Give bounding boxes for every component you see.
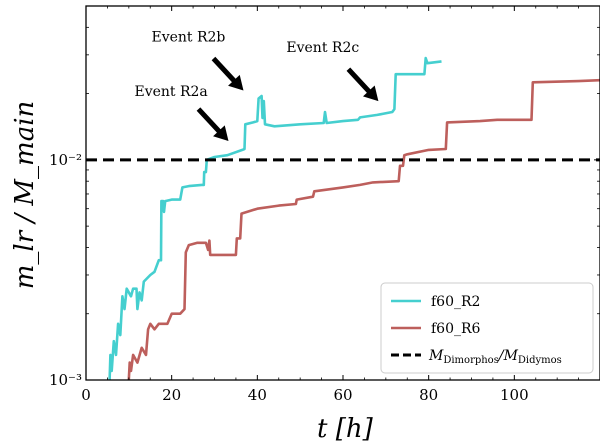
- x-tick-label: 40: [248, 386, 267, 404]
- x-tick-label: 60: [333, 386, 352, 404]
- svg-text:m_lr / M_main: m_lr / M_main: [10, 101, 40, 290]
- annotations: Event R2a Event R2b Event R2c: [134, 30, 379, 142]
- plot-area: [86, 56, 600, 380]
- legend-entry: f60_R2: [391, 294, 480, 310]
- axis-ticks: 0 20 40 60 80 100 10⁻³ 10⁻²: [49, 6, 600, 404]
- plot-frame: [85, 5, 600, 381]
- y-tick-label: 10⁻²: [49, 151, 82, 169]
- legend: f60_R2 f60_R6 MDimorphos/MDidymos: [380, 282, 594, 374]
- annotation-arrow-head: [213, 125, 229, 142]
- series-line-f60-r2: [108, 56, 442, 380]
- legend-box: [380, 282, 594, 374]
- legend-entry: f60_R6: [391, 321, 481, 337]
- y-tick-label: 10⁻³: [49, 371, 82, 389]
- series-group: [86, 56, 600, 380]
- x-tick-label: 0: [81, 386, 91, 404]
- annotation-label: Event R2a: [134, 84, 207, 100]
- legend-label: MDimorphos/MDidymos: [428, 348, 562, 366]
- annotation-label: Event R2b: [151, 30, 225, 46]
- legend-label: f60_R6: [431, 321, 481, 337]
- svg-text:t [h]: t [h]: [317, 414, 374, 444]
- x-tick-label: 100: [500, 386, 529, 404]
- annotation-arrow-head: [228, 74, 244, 91]
- annotation: Event R2c: [286, 40, 379, 102]
- series-line-f60-r6: [127, 78, 600, 380]
- legend-entry: MDimorphos/MDidymos: [391, 348, 562, 366]
- x-tick-label: 80: [419, 386, 438, 404]
- annotation: Event R2b: [151, 30, 244, 91]
- annotation: Event R2a: [134, 84, 229, 142]
- x-tick-label: 20: [162, 386, 181, 404]
- y-axis-title: m_lr / M_main: [10, 101, 40, 290]
- x-axis-title: t [h]: [317, 414, 374, 444]
- annotation-arrow-head: [362, 85, 379, 102]
- legend-label: f60_R2: [431, 294, 480, 310]
- annotation-label: Event R2c: [286, 40, 359, 56]
